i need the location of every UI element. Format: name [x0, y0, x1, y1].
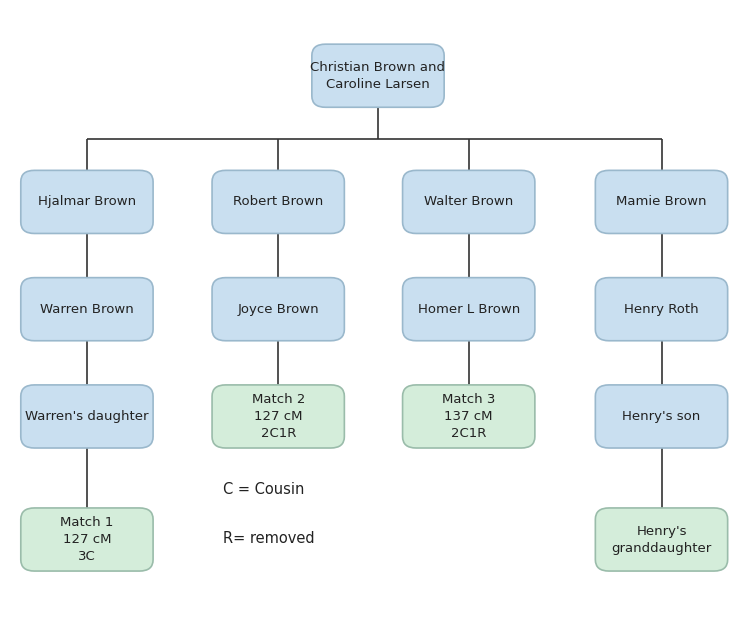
Text: Henry Roth: Henry Roth: [624, 303, 699, 316]
FancyBboxPatch shape: [21, 278, 153, 341]
Text: Homer L Brown: Homer L Brown: [417, 303, 520, 316]
FancyBboxPatch shape: [596, 278, 727, 341]
FancyBboxPatch shape: [402, 278, 535, 341]
Text: Mamie Brown: Mamie Brown: [616, 196, 707, 208]
FancyBboxPatch shape: [596, 508, 727, 571]
FancyBboxPatch shape: [21, 170, 153, 233]
Text: Warren's daughter: Warren's daughter: [25, 410, 149, 423]
Text: Match 2
127 cM
2C1R: Match 2 127 cM 2C1R: [252, 393, 305, 440]
FancyBboxPatch shape: [212, 278, 344, 341]
Text: Joyce Brown: Joyce Brown: [237, 303, 319, 316]
Text: Match 3
137 cM
2C1R: Match 3 137 cM 2C1R: [442, 393, 495, 440]
FancyBboxPatch shape: [596, 170, 727, 233]
FancyBboxPatch shape: [402, 385, 535, 448]
Text: Robert Brown: Robert Brown: [233, 196, 324, 208]
FancyBboxPatch shape: [212, 170, 344, 233]
FancyBboxPatch shape: [21, 508, 153, 571]
Text: Christian Brown and
Caroline Larsen: Christian Brown and Caroline Larsen: [311, 61, 445, 91]
Text: Henry's son: Henry's son: [622, 410, 701, 423]
Text: Warren Brown: Warren Brown: [40, 303, 134, 316]
Text: Walter Brown: Walter Brown: [424, 196, 513, 208]
Text: Match 1
127 cM
3C: Match 1 127 cM 3C: [60, 516, 113, 563]
FancyBboxPatch shape: [311, 44, 444, 107]
FancyBboxPatch shape: [402, 170, 535, 233]
FancyBboxPatch shape: [21, 385, 153, 448]
Text: Henry's
granddaughter: Henry's granddaughter: [612, 524, 711, 555]
FancyBboxPatch shape: [596, 385, 727, 448]
Text: Hjalmar Brown: Hjalmar Brown: [38, 196, 136, 208]
Text: C = Cousin

R= removed: C = Cousin R= removed: [223, 482, 314, 546]
FancyBboxPatch shape: [212, 385, 344, 448]
